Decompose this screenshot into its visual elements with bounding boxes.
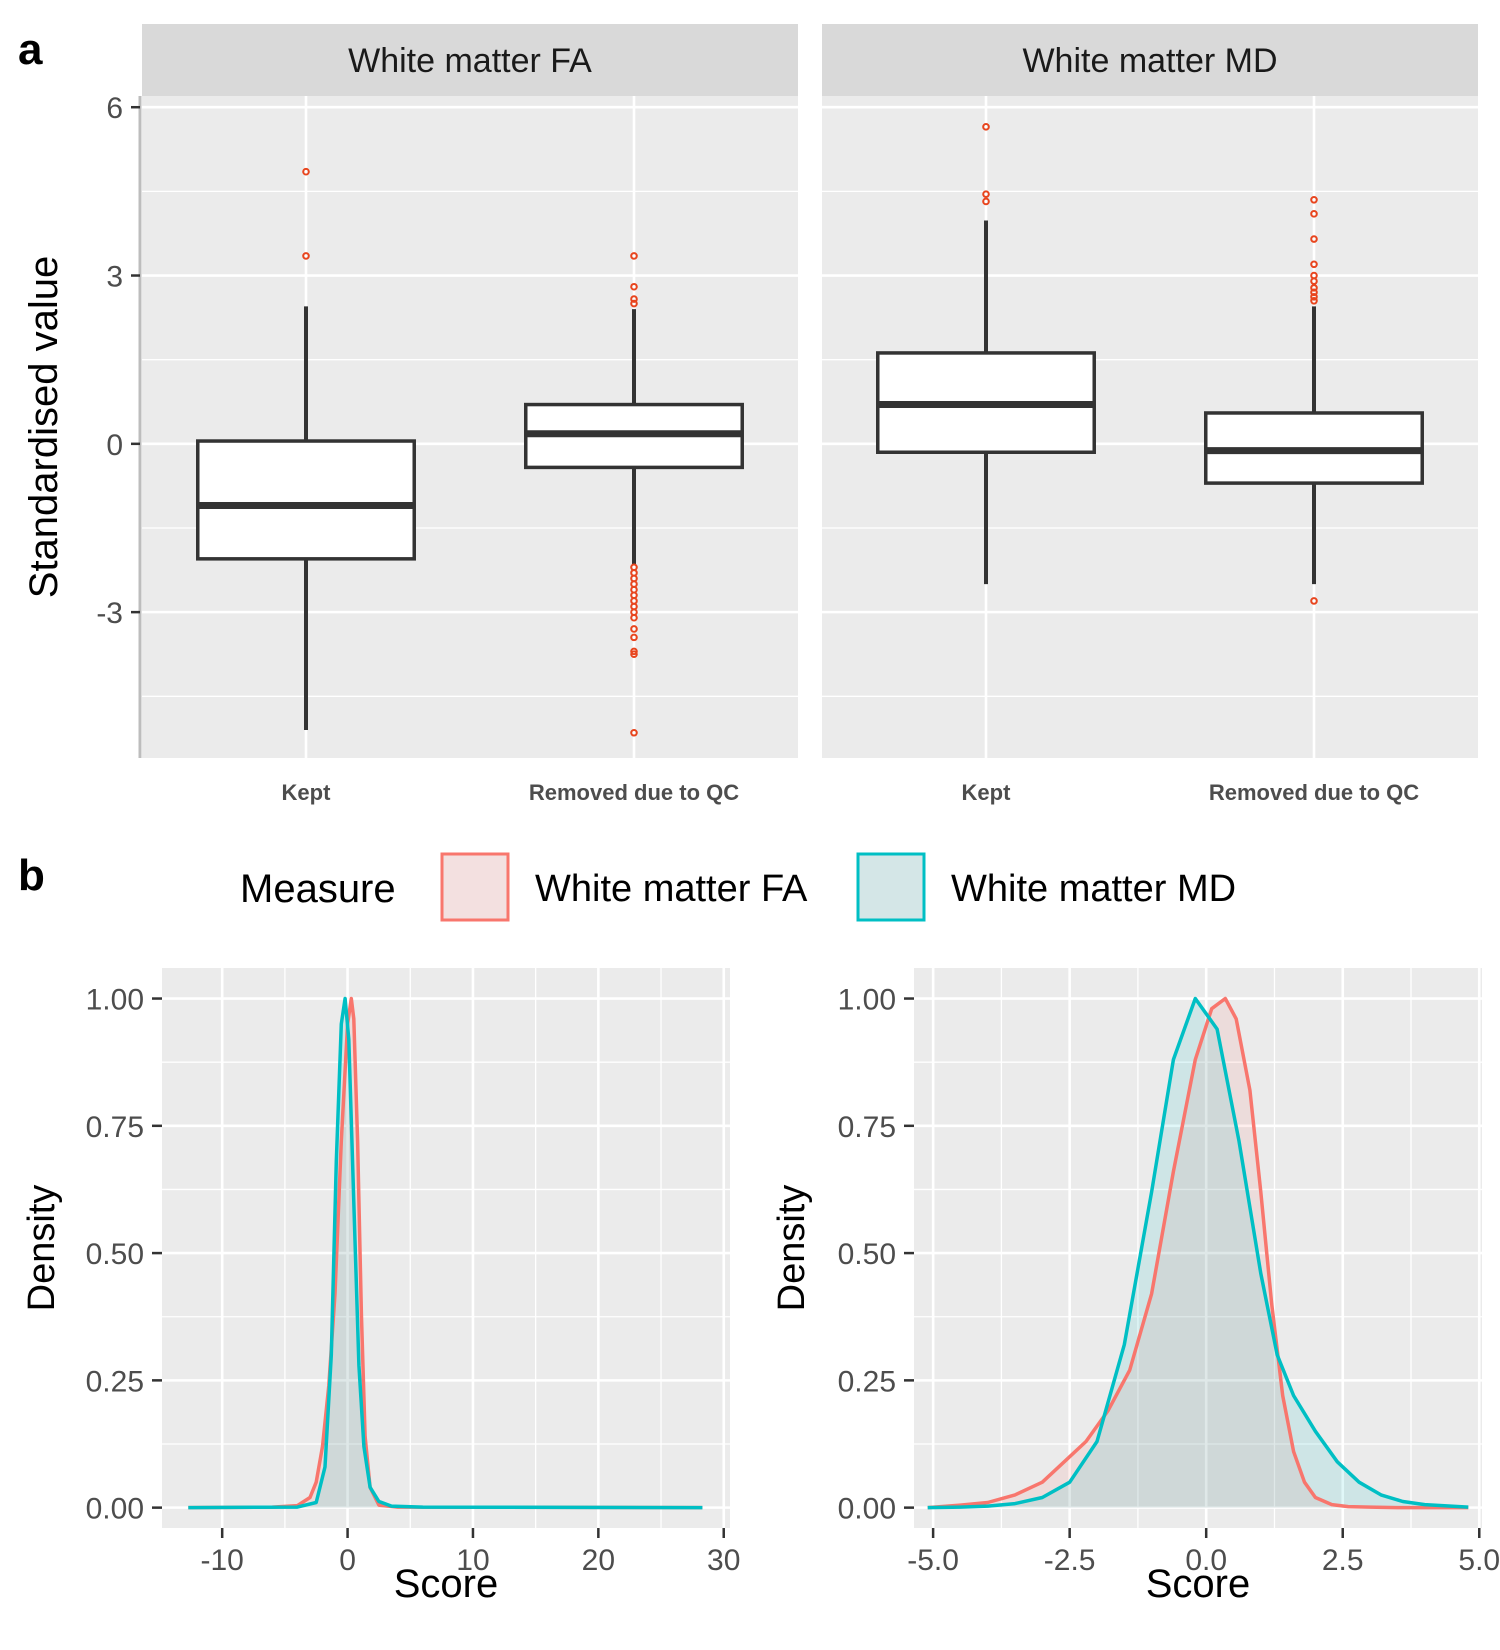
outlier-point <box>1310 210 1318 218</box>
outlier-point <box>630 728 638 737</box>
x-tick-label: Removed due to QC <box>529 780 739 805</box>
outlier-point <box>302 167 310 176</box>
outlier-point <box>982 197 990 206</box>
legend-key-fa <box>440 852 510 922</box>
box-y-axis-title: Standardised value <box>22 256 66 598</box>
outlier-point <box>630 633 638 642</box>
facet-strip <box>822 24 1478 96</box>
outlier-point <box>630 282 638 291</box>
y-tick-label: 0.25 <box>838 1365 896 1398</box>
y-tick-label: 3 <box>106 261 123 294</box>
outlier-point <box>1310 195 1318 204</box>
outlier-point <box>302 252 310 260</box>
density-line-md <box>188 996 703 1510</box>
outlier-point <box>630 613 638 622</box>
x-tick-label: -2.5 <box>1044 1544 1096 1577</box>
outlier-point <box>630 647 638 656</box>
x-tick-label: Kept <box>962 780 1012 805</box>
y-tick-label: 0.00 <box>838 1493 896 1526</box>
x-tick-label: 30 <box>707 1544 740 1577</box>
y-tick-label: -3 <box>96 597 123 630</box>
y-tick-label: 0 <box>106 429 123 462</box>
box-plot-panel: Standardised value White matter FA Kept Rem… <box>22 24 1478 805</box>
x-tick-label: 20 <box>582 1544 615 1577</box>
legend: Measure White matter FA White matter MD <box>240 852 1236 922</box>
x-tick-label: -5.0 <box>907 1544 959 1577</box>
density-panel <box>162 968 730 1528</box>
y-axis-title: Density <box>771 1185 813 1312</box>
outlier-point <box>1310 597 1318 605</box>
outlier-point <box>1310 277 1318 285</box>
outlier-point <box>630 650 638 659</box>
outlier-point <box>630 299 638 308</box>
y-tick-label: 0.00 <box>86 1493 144 1526</box>
y-tick-label: 6 <box>106 92 123 125</box>
outlier-point <box>1310 288 1318 297</box>
outlier-point <box>1310 293 1318 301</box>
y-tick-label: 0.50 <box>86 1238 144 1271</box>
box-iqr <box>196 439 416 561</box>
y-tick-label: 0.25 <box>86 1365 144 1398</box>
y-axis-title: Density <box>21 1185 63 1312</box>
x-tick-label: 0.0 <box>1185 1544 1227 1577</box>
x-tick-label: 5.0 <box>1458 1544 1500 1577</box>
facet-title: White matter MD <box>1022 42 1277 80</box>
outlier-point <box>1310 235 1318 243</box>
outlier-point <box>982 123 990 131</box>
legend-label-md: White matter MD <box>951 868 1236 910</box>
outlier-point <box>1310 284 1318 292</box>
outlier-point <box>982 190 990 198</box>
y-tick-label: 1.00 <box>86 984 144 1017</box>
y-tick-label: 0.75 <box>838 1111 896 1144</box>
x-tick-label: 10 <box>456 1544 489 1577</box>
x-tick-label: 0 <box>339 1544 356 1577</box>
y-tick-label: 0.50 <box>838 1238 896 1271</box>
y-tick-label: 0.75 <box>86 1111 144 1144</box>
density-line-fa <box>927 996 1469 1510</box>
facet-strip <box>142 24 798 96</box>
density-panel <box>914 968 1482 1528</box>
x-axis-title: Score <box>394 1562 499 1606</box>
outlier-point <box>1310 296 1318 305</box>
outlier-point <box>1310 260 1318 269</box>
outlier-point <box>630 625 638 633</box>
x-axis-title: Score <box>1146 1562 1251 1606</box>
panel-label-a: a <box>18 25 43 74</box>
outlier-point <box>630 252 638 260</box>
x-tick-label: Removed due to QC <box>1209 780 1419 805</box>
x-tick-label: -10 <box>201 1544 244 1577</box>
facet-title: White matter FA <box>348 42 592 80</box>
density-area-fa <box>927 998 1469 1508</box>
legend-label-fa: White matter FA <box>535 868 808 910</box>
x-tick-label: Kept <box>282 780 332 805</box>
x-tick-label: 2.5 <box>1322 1544 1364 1577</box>
y-tick-label: 1.00 <box>838 984 896 1017</box>
density-plot-right: 1.00 0.75 0.50 0.25 0.00 -5.0 -2.5 0.0 2.5 5.0 Sco… <box>771 968 1500 1606</box>
panel-label-b: b <box>18 851 45 900</box>
density-plot-left: 1.00 0.75 0.50 0.25 0.00 -10 0 10 20 30 Score Densi… <box>21 968 740 1606</box>
legend-title: Measure <box>240 867 396 911</box>
density-line-md <box>927 996 1469 1510</box>
density-area-md <box>927 998 1469 1508</box>
outlier-point <box>630 295 638 303</box>
legend-key-md <box>856 852 926 922</box>
